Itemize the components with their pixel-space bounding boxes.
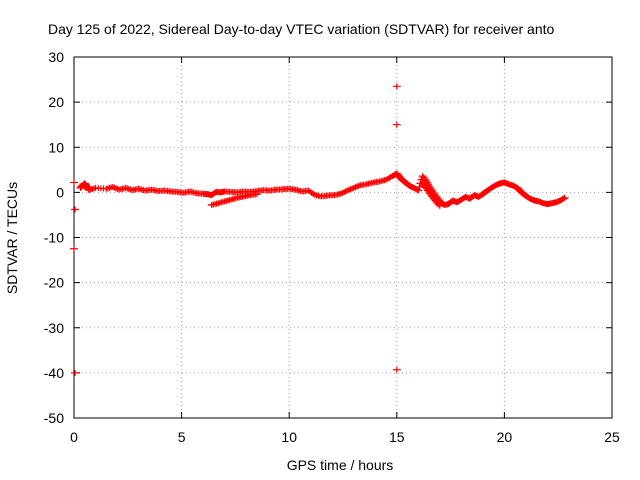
y-tick-label: 10 [48, 139, 64, 155]
x-tick-label: 15 [389, 429, 405, 445]
chart-title: Day 125 of 2022, Sidereal Day-to-day VTE… [48, 21, 555, 37]
data-point [434, 201, 443, 208]
x-tick-label: 20 [497, 429, 513, 445]
y-tick-label: -10 [44, 230, 64, 246]
x-tick-label: 10 [281, 429, 297, 445]
y-tick-label: -50 [44, 410, 64, 426]
y-tick-label: -40 [44, 365, 64, 381]
data-point [560, 194, 569, 201]
data-point [414, 187, 423, 194]
y-tick-label: 0 [56, 184, 64, 200]
y-tick-label: 30 [48, 49, 64, 65]
x-axis-label: GPS time / hours [287, 457, 394, 473]
y-tick-label: -20 [44, 275, 64, 291]
data-point-outlier [71, 369, 80, 376]
y-tick-labels: -50 -40 -30 -20 -10 0 10 20 30 [44, 49, 64, 426]
data-point-outlier [392, 366, 401, 373]
grid-lines [74, 57, 612, 418]
x-tick-label: 0 [70, 429, 78, 445]
data-point-outlier [70, 245, 78, 252]
data-points [70, 83, 569, 376]
data-point [435, 202, 444, 209]
data-point-outlier [392, 83, 401, 90]
data-point-outlier [70, 179, 78, 186]
data-point-outlier [392, 121, 401, 128]
y-tick-label: -30 [44, 320, 64, 336]
x-tick-labels: 0 5 10 15 20 25 [70, 429, 620, 445]
y-axis-label: SDTVAR / TECUs [4, 182, 20, 294]
y-tick-label: 20 [48, 94, 64, 110]
x-tick-label: 5 [178, 429, 186, 445]
x-tick-label: 25 [604, 429, 620, 445]
data-point-outlier [71, 206, 80, 213]
data-point [252, 191, 261, 198]
data-point [559, 195, 568, 202]
